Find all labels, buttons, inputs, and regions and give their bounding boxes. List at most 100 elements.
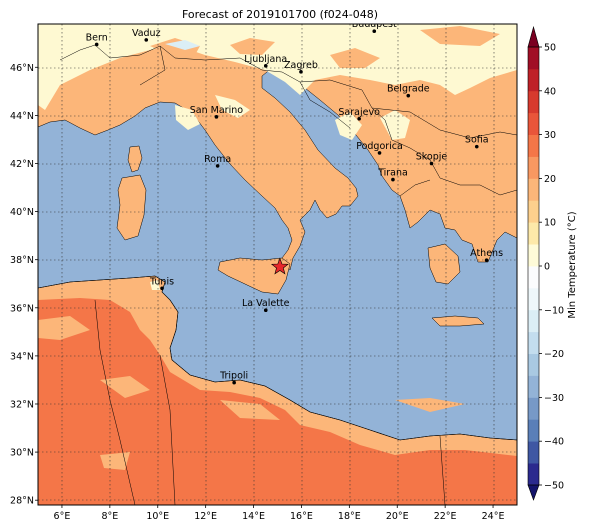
colorbar-tick-label: 0: [544, 262, 550, 273]
colorbar-segment: [528, 222, 539, 245]
colorbar-tick-label: 10: [544, 218, 556, 229]
city-dot: [232, 380, 236, 385]
city-vaduz[interactable]: Vaduz: [132, 28, 161, 42]
colorbar-segment: [528, 244, 539, 267]
colorbar-segment: [528, 309, 539, 333]
lat-tick-label: 34°N: [10, 351, 34, 362]
land-crete: [431, 315, 485, 327]
colorbar-segment: [528, 134, 539, 157]
city-label: San Marino: [190, 105, 243, 116]
city-label: La Valette: [242, 298, 290, 309]
city-belgrade[interactable]: Belgrade: [387, 84, 430, 98]
colorbar-tick-label: 20: [544, 174, 556, 185]
city-tripoli[interactable]: Tripoli: [219, 371, 248, 385]
land-sardinia: [116, 174, 147, 241]
colorbar-segment: [528, 441, 539, 464]
colorbar-tick-label: −30: [544, 393, 564, 404]
lat-tick-label: 42°N: [10, 159, 34, 170]
lat-tick-label: 38°N: [10, 255, 34, 266]
star-icon[interactable]: [270, 257, 289, 275]
city-label: Athens: [470, 248, 503, 259]
city-label: Budapest: [352, 19, 397, 30]
city-dot: [144, 38, 149, 42]
city-dot: [474, 144, 479, 149]
map-title: Forecast of 2019101700 (f024-048): [182, 8, 378, 21]
colorbar-tick-label: −10: [544, 305, 564, 316]
longitude-tick-labels: 6°E 8°E 10°E 12°E 14°E 16°E 18°E 20°E 22°E 24°E: [54, 505, 505, 522]
city-dot: [94, 42, 99, 47]
colorbar-segment: [528, 90, 539, 114]
colorbar-segment: [528, 47, 539, 70]
city-label: Skopje: [416, 151, 448, 162]
city-tirana[interactable]: Tirana: [377, 168, 408, 182]
city-dot: [160, 286, 164, 291]
city-bern[interactable]: Bern: [86, 32, 108, 47]
city-tunis[interactable]: Tunis: [149, 276, 174, 291]
city-san-marino[interactable]: San Marino: [190, 105, 243, 119]
colorbar-segment: [528, 375, 539, 398]
land-cool-patch: [165, 40, 200, 50]
colorbar-tick-labels: 50 40 30 20 10 0 −10 −20 −30 −40 −50: [539, 43, 564, 492]
city-dot: [299, 70, 303, 74]
land-mild-italy: [175, 95, 250, 130]
colorbar-tick-label: 30: [544, 130, 556, 141]
city-sarajevo[interactable]: Sarajevo: [338, 107, 380, 121]
colorbar: [527, 25, 540, 501]
land-corsica: [127, 145, 143, 173]
colorbar-segment: [528, 68, 539, 92]
colorbar-tick-label: −20: [544, 349, 564, 360]
city-label: Bern: [86, 32, 108, 43]
lon-tick-label: 14°E: [242, 511, 265, 522]
land-orange-pockets: [150, 26, 500, 68]
city-athens[interactable]: Athens: [470, 248, 503, 262]
land-mild-tunis: [150, 280, 160, 290]
city-skopje[interactable]: Skopje: [416, 151, 448, 166]
city-dot: [406, 93, 411, 98]
latitude-tick-labels: 46°N 44°N 42°N 40°N 38°N 36°N 34°N 32°N 30°N 28°N: [10, 63, 38, 507]
colorbar-label: Min Temperature (°C): [567, 211, 578, 318]
city-sofia[interactable]: Sofia: [465, 135, 489, 149]
lon-tick-label: 24°E: [482, 511, 505, 522]
city-budapest[interactable]: Budapest: [352, 19, 397, 34]
city-label: Belgrade: [387, 84, 430, 95]
map-frame: [37, 23, 518, 506]
city-dot: [484, 258, 489, 262]
coastline-africa: [38, 275, 517, 441]
city-label: Roma: [204, 154, 231, 165]
land-mild-balkans: [335, 110, 410, 140]
lon-tick-label: 22°E: [434, 511, 457, 522]
city-zagreb[interactable]: Zagreb: [284, 60, 318, 74]
colorbar-segment: [528, 178, 539, 201]
lat-tick-label: 36°N: [10, 303, 34, 314]
colorbar-tick-label: −50: [544, 481, 564, 492]
lat-tick-label: 40°N: [10, 207, 34, 218]
city-dot: [214, 115, 219, 119]
lon-tick-label: 20°E: [386, 511, 409, 522]
city-la-valette[interactable]: La Valette: [242, 298, 290, 312]
lat-tick-label: 30°N: [10, 448, 34, 459]
city-label: Zagreb: [284, 60, 318, 71]
lon-tick-label: 18°E: [338, 511, 361, 522]
colorbar-segment: [528, 331, 539, 354]
city-dot: [263, 308, 268, 312]
lon-tick-label: 6°E: [54, 511, 71, 522]
city-roma[interactable]: Roma: [204, 154, 231, 168]
colorbar-segment: [528, 463, 539, 486]
lat-tick-label: 32°N: [10, 399, 34, 410]
city-dot: [215, 164, 220, 168]
lat-tick-label: 28°N: [10, 496, 34, 507]
colorbar-extend-high: [527, 25, 540, 48]
colorbar-tick-label: 50: [544, 43, 556, 54]
city-label: Podgorica: [356, 141, 403, 152]
land-africa-warm-bands: [38, 316, 465, 470]
city-ljubljana[interactable]: Ljubljana: [244, 54, 287, 68]
city-dot: [429, 161, 434, 166]
event-marker[interactable]: [270, 257, 289, 275]
city-label: Sarajevo: [338, 107, 380, 118]
city-podgorica[interactable]: Podgorica: [356, 141, 403, 155]
colorbar-tick-label: −40: [544, 437, 564, 448]
city-dot: [377, 151, 382, 155]
land-peloponnese: [427, 243, 461, 285]
